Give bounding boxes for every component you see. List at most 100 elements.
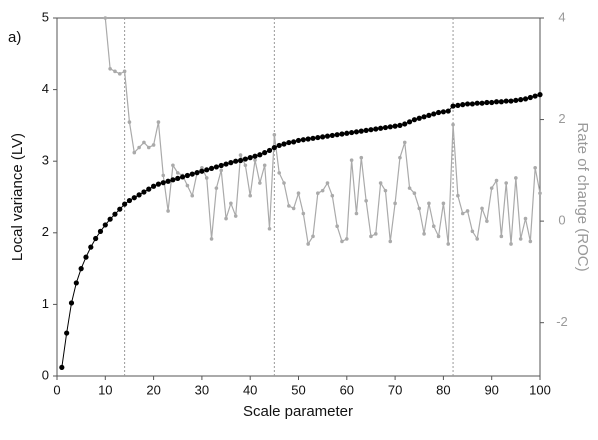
series-point: [113, 69, 117, 74]
series-point: [161, 173, 166, 178]
series-point: [151, 143, 156, 147]
y-axis-label: Local variance (LV): [9, 133, 26, 261]
series-point: [78, 266, 84, 272]
x-tick-label: 20: [146, 382, 160, 397]
x-tick-label: 30: [195, 382, 209, 397]
series-point: [422, 232, 426, 236]
series-point: [426, 112, 432, 118]
series-point: [291, 206, 296, 211]
series-point: [537, 92, 543, 98]
series-point: [469, 101, 475, 107]
series-point: [479, 100, 485, 106]
series-point: [73, 280, 79, 286]
series-point: [498, 99, 504, 105]
series-point: [127, 120, 132, 124]
series-point: [354, 211, 359, 216]
series-point: [427, 201, 431, 206]
series-point: [402, 121, 408, 127]
series-point: [248, 193, 252, 198]
series-point: [83, 254, 89, 260]
series-point: [334, 132, 340, 138]
y-tick-label: 3: [42, 153, 49, 168]
series-point: [364, 199, 368, 203]
series-point: [310, 135, 316, 141]
series-point: [369, 234, 373, 239]
series-point: [208, 165, 215, 171]
series-point: [262, 163, 267, 168]
series-point: [431, 224, 436, 228]
series-point: [373, 126, 379, 132]
series-point: [238, 153, 243, 157]
series-point: [262, 150, 268, 156]
series-point: [160, 180, 166, 186]
series-point: [229, 201, 233, 206]
series-point: [233, 158, 239, 164]
series-point: [108, 66, 112, 71]
series-point: [204, 167, 210, 173]
series-point: [295, 137, 302, 144]
series-point: [445, 108, 451, 114]
x-tick-label: 70: [388, 382, 402, 397]
x-axis-label: Scale parameter: [243, 403, 353, 420]
series-point: [393, 201, 397, 206]
series-point: [504, 181, 508, 185]
series-point: [455, 102, 461, 108]
series-point: [480, 206, 484, 211]
series-point: [518, 237, 523, 241]
series-point: [287, 204, 291, 208]
y-tick-label: 2: [42, 224, 49, 239]
series-point: [489, 99, 495, 106]
series-point: [436, 234, 441, 239]
series-point: [252, 153, 258, 159]
series-point: [373, 232, 378, 236]
series-point: [349, 129, 355, 136]
series-point: [107, 216, 113, 222]
x-tick-label: 80: [436, 382, 450, 397]
series-point: [363, 127, 369, 134]
series-point: [387, 124, 393, 130]
series-point: [243, 163, 248, 168]
series-point: [451, 122, 455, 127]
series-point: [88, 244, 94, 250]
y-tick-label: 0: [42, 367, 49, 382]
series-point: [353, 129, 360, 135]
x-tick-label: 60: [340, 382, 354, 397]
series-point: [286, 139, 292, 146]
series-point: [257, 152, 263, 158]
series-point: [340, 239, 344, 244]
series-point: [213, 164, 219, 170]
series-point: [460, 102, 466, 108]
series-point: [358, 128, 364, 134]
series-point: [112, 211, 118, 217]
x-tick-label: 50: [291, 382, 305, 397]
series-point: [142, 140, 146, 145]
series-point: [382, 124, 389, 131]
series-point: [329, 132, 335, 139]
series-point: [489, 186, 494, 190]
series-point: [194, 170, 200, 176]
series-point: [223, 161, 229, 167]
series-point: [266, 147, 273, 154]
y-tick-label: 5: [42, 9, 49, 24]
series-point: [131, 195, 137, 201]
series-point: [344, 130, 350, 136]
series-point: [281, 141, 287, 147]
series-point: [440, 109, 446, 115]
series-point: [359, 155, 364, 160]
series-point: [258, 181, 262, 185]
series-line: [61, 94, 541, 368]
series-point: [523, 216, 528, 221]
series-point: [503, 98, 509, 104]
series-point: [64, 330, 70, 336]
series-point: [397, 122, 403, 128]
series-point: [514, 176, 518, 180]
series-point: [345, 237, 349, 241]
series-point: [378, 125, 384, 131]
series-point: [368, 127, 374, 133]
series-point: [68, 300, 75, 306]
series-point: [417, 206, 422, 211]
series-point: [156, 120, 161, 124]
series-point: [441, 201, 446, 206]
series-point: [311, 234, 315, 239]
x-tick-label: 10: [98, 382, 112, 397]
